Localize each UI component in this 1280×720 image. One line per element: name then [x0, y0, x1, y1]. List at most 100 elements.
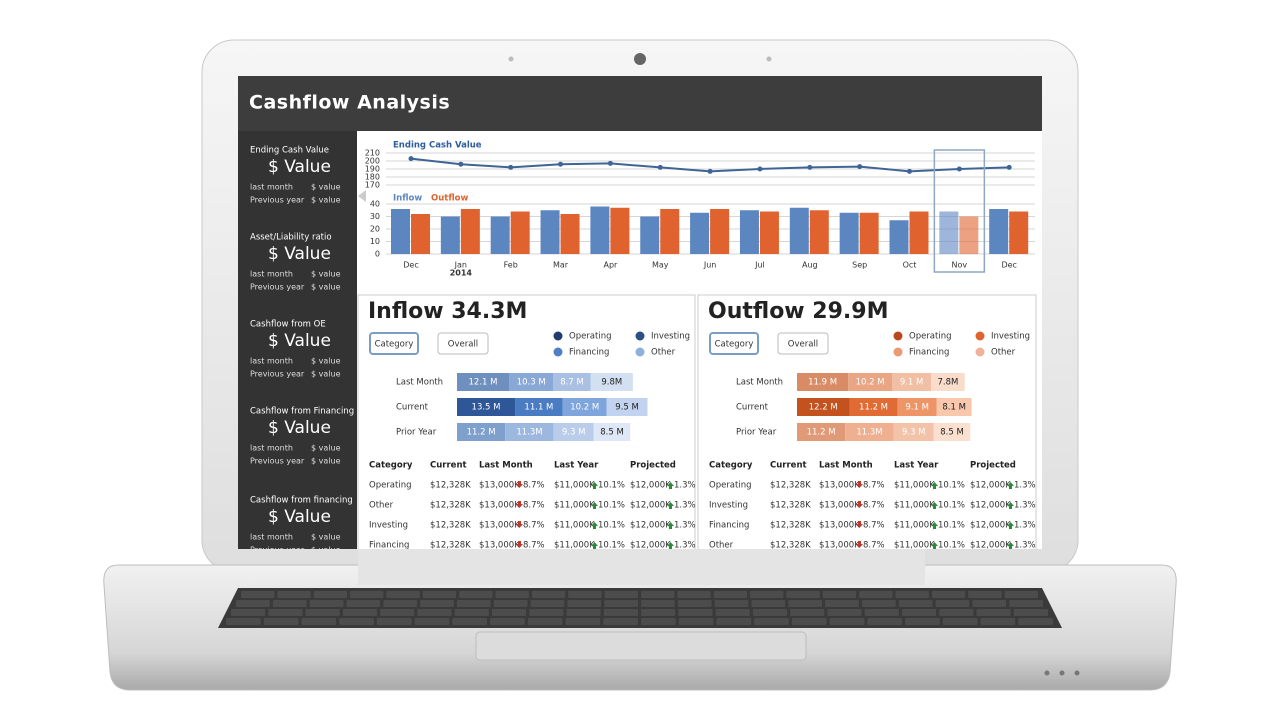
key	[495, 591, 529, 598]
trend-arrow	[591, 502, 598, 509]
bar[interactable]	[610, 207, 630, 254]
bar[interactable]	[490, 216, 510, 255]
table-change: 1.3%	[1014, 521, 1036, 531]
button[interactable]	[709, 332, 759, 355]
segment[interactable]	[933, 423, 971, 441]
segment-label: 12.2 M	[809, 403, 838, 413]
segment[interactable]	[897, 398, 937, 416]
segment[interactable]	[606, 398, 648, 416]
segment[interactable]	[457, 398, 516, 416]
key	[386, 591, 420, 598]
table-cell: $12,328K	[430, 541, 471, 551]
bar[interactable]	[759, 211, 779, 255]
key	[859, 591, 893, 598]
x-tick-label: May	[652, 261, 669, 270]
table-cell: $12,328K	[770, 521, 811, 531]
segment[interactable]	[892, 373, 932, 391]
bar[interactable]	[411, 214, 430, 254]
segment[interactable]	[457, 423, 506, 441]
bar[interactable]	[959, 216, 979, 255]
segment[interactable]	[797, 423, 846, 441]
legend-dot	[893, 347, 903, 357]
bar[interactable]	[889, 220, 909, 254]
card-value: $ Value	[268, 331, 331, 351]
segment[interactable]	[849, 398, 898, 416]
bar[interactable]	[909, 211, 929, 255]
button-label[interactable]: Category	[715, 340, 754, 350]
segment[interactable]	[797, 373, 849, 391]
segment[interactable]	[936, 398, 972, 416]
x-tick-label: Nov	[952, 261, 968, 270]
segment[interactable]	[515, 398, 563, 416]
button[interactable]	[369, 332, 419, 355]
key	[567, 600, 602, 607]
y-tick-label: 190	[365, 165, 380, 174]
legend-dot	[893, 331, 903, 341]
segment[interactable]	[553, 423, 594, 441]
bar[interactable]	[989, 209, 1009, 254]
key	[263, 618, 299, 625]
bar[interactable]	[690, 212, 710, 254]
segment[interactable]	[457, 373, 510, 391]
bar[interactable]	[590, 206, 610, 255]
key	[935, 600, 970, 607]
trend-arrow	[516, 521, 523, 528]
segment[interactable]	[553, 373, 591, 391]
bar[interactable]	[540, 210, 560, 254]
table-cell: $12,000K	[630, 521, 671, 531]
segment-label: 10.2 M	[570, 403, 599, 413]
screen: Cashflow Analysis Ending Cash Value$ Val…	[238, 76, 1042, 551]
bar[interactable]	[710, 209, 730, 254]
button-label[interactable]: Overall	[448, 340, 478, 350]
bar[interactable]	[510, 211, 530, 255]
table-cell: $11,000K	[894, 541, 935, 551]
key	[339, 618, 374, 625]
bar[interactable]	[809, 210, 829, 254]
bar[interactable]	[1009, 211, 1029, 255]
bar[interactable]	[839, 212, 859, 254]
key	[905, 618, 940, 625]
button-label[interactable]: Category	[375, 340, 414, 350]
bar[interactable]	[739, 210, 759, 254]
trend-arrow	[667, 542, 674, 549]
key	[641, 609, 676, 616]
segment[interactable]	[797, 398, 850, 416]
key	[527, 618, 563, 625]
key	[1018, 618, 1053, 625]
key	[226, 618, 261, 625]
segment[interactable]	[590, 373, 633, 391]
bar[interactable]	[440, 216, 460, 255]
key	[491, 609, 527, 616]
card-row-value: $ value	[311, 283, 341, 292]
collapse-arrow[interactable]	[358, 190, 366, 202]
segment[interactable]	[593, 423, 631, 441]
card-value: $ Value	[268, 157, 331, 177]
button[interactable]	[437, 332, 489, 355]
segment[interactable]	[848, 373, 893, 391]
bar[interactable]	[460, 209, 480, 254]
y-tick-label: 20	[370, 225, 380, 234]
button-label[interactable]: Overall	[788, 340, 818, 350]
segment[interactable]	[931, 373, 965, 391]
button[interactable]	[777, 332, 829, 355]
segment[interactable]	[509, 373, 554, 391]
table-cell: $12,000K	[970, 501, 1011, 511]
bar[interactable]	[789, 207, 809, 254]
bar[interactable]	[640, 216, 660, 255]
point	[807, 164, 813, 170]
touchpad	[475, 631, 807, 661]
bar[interactable]	[859, 212, 879, 254]
segment[interactable]	[893, 423, 934, 441]
segment-label: 7.8M	[938, 378, 959, 388]
trend-arrow	[931, 522, 938, 529]
segment[interactable]	[562, 398, 607, 416]
bar[interactable]	[560, 214, 580, 254]
bar[interactable]	[660, 209, 680, 254]
key	[861, 600, 896, 607]
segment[interactable]	[845, 423, 894, 441]
selection-box[interactable]	[933, 149, 986, 273]
segment-label: 8.1 M	[942, 403, 966, 413]
bar[interactable]	[391, 209, 410, 254]
bar[interactable]	[939, 211, 959, 255]
segment[interactable]	[505, 423, 554, 441]
